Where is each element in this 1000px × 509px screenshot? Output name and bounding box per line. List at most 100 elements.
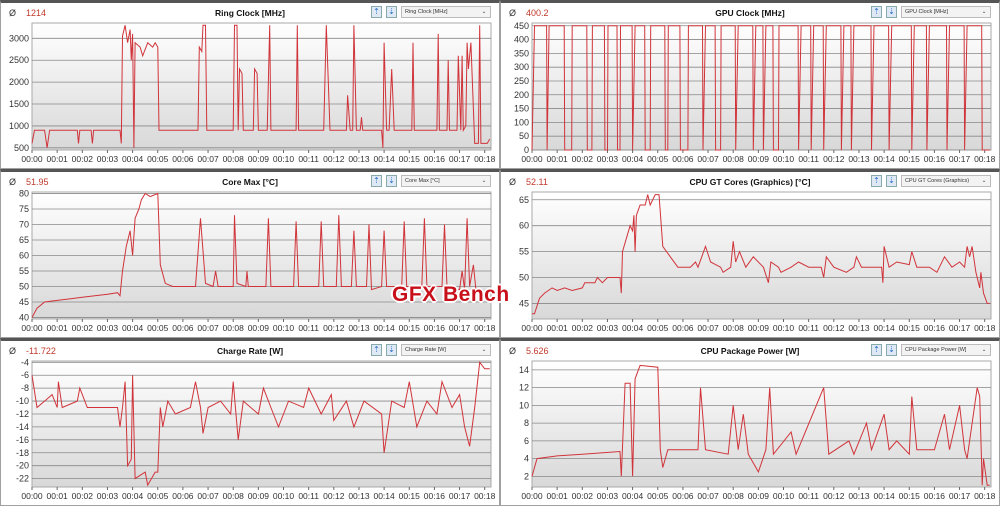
series-line: [531, 25, 990, 151]
move-up-button[interactable]: ⇡: [371, 175, 382, 187]
x-tick-label: 00:11: [798, 323, 819, 333]
sensor-select[interactable]: CPU Package Power [W] ⌄: [901, 344, 991, 356]
x-tick-label: 00:13: [848, 491, 870, 501]
y-tick-label: 60: [519, 221, 529, 231]
average-label: Ø 52.11: [509, 177, 548, 187]
move-down-button[interactable]: ⇣: [386, 175, 397, 187]
y-tick-label: 55: [519, 247, 529, 257]
x-tick-label: 00:05: [647, 323, 669, 333]
x-tick-label: 00:17: [449, 323, 471, 333]
y-tick-label: 1500: [9, 99, 29, 109]
average-label: Ø 1214: [9, 8, 46, 18]
sensor-select[interactable]: Core Max [°C] ⌄: [401, 175, 491, 187]
x-tick-label: 00:00: [521, 491, 543, 501]
x-tick-label: 00:07: [197, 154, 219, 164]
chart-panel: Ø 1214 Ring Clock [MHz] ⇡ ⇣ Ring Clock [M…: [0, 0, 500, 169]
chart-plot: 2 4 6 8 10 12 14 00:00 00:01 00:02 00:03 00:04 00:05…: [519, 360, 996, 501]
x-tick-label: 00:05: [647, 491, 669, 501]
x-tick-label: 00:11: [798, 154, 819, 164]
x-tick-label: 00:04: [622, 491, 644, 501]
sensor-select[interactable]: GPU Clock [MHz] ⌄: [901, 6, 991, 18]
x-tick-label: 00:17: [949, 491, 971, 501]
x-tick-label: 00:15: [399, 323, 421, 333]
y-tick-label: 2500: [9, 55, 29, 65]
y-tick-label: 3000: [9, 33, 29, 43]
x-tick-label: 00:05: [147, 491, 169, 501]
x-tick-label: 00:17: [949, 154, 971, 164]
chevron-down-icon: ⌄: [981, 178, 987, 184]
watermark: GFX Bench: [392, 283, 510, 306]
x-tick-label: 00:09: [748, 154, 770, 164]
x-tick-label: 00:16: [424, 323, 446, 333]
x-tick-label: 00:09: [248, 154, 270, 164]
x-tick-label: 00:12: [823, 154, 845, 164]
average-label: Ø 400.2: [509, 8, 549, 18]
move-up-button[interactable]: ⇡: [871, 6, 882, 18]
average-label: Ø 51.95: [9, 177, 49, 187]
x-tick-label: 00:06: [172, 323, 194, 333]
y-tick-label: -4: [21, 357, 29, 367]
x-tick-label: 00:01: [547, 323, 569, 333]
y-tick-label: 70: [19, 220, 29, 230]
y-tick-label: 2: [524, 471, 529, 481]
x-tick-label: 00:17: [949, 323, 971, 333]
move-up-button[interactable]: ⇡: [871, 175, 882, 187]
y-tick-label: -6: [21, 370, 29, 380]
average-symbol: Ø: [9, 177, 17, 187]
x-tick-label: 00:14: [873, 491, 895, 501]
move-up-button[interactable]: ⇡: [871, 344, 882, 356]
move-down-button[interactable]: ⇣: [386, 344, 397, 356]
chart-title: Core Max [°C]: [222, 177, 278, 187]
x-tick-label: 00:08: [223, 154, 245, 164]
x-tick-label: 00:17: [449, 154, 471, 164]
y-tick-label: 75: [19, 204, 29, 214]
y-tick-label: 65: [19, 235, 29, 245]
series-line: [531, 364, 990, 486]
x-tick-label: 00:02: [72, 323, 94, 333]
x-tick-label: 00:18: [974, 491, 996, 501]
move-down-button[interactable]: ⇣: [886, 344, 897, 356]
chart-title: Charge Rate [W]: [216, 346, 284, 356]
sensor-select[interactable]: Charge Rate [W] ⌄: [401, 344, 491, 356]
move-up-button[interactable]: ⇡: [371, 6, 382, 18]
chart-title: Ring Clock [MHz]: [215, 8, 285, 18]
y-tick-label: 50: [19, 281, 29, 291]
average-value: 5.626: [526, 346, 549, 356]
x-tick-label: 00:13: [848, 154, 870, 164]
x-tick-label: 00:12: [323, 323, 345, 333]
x-tick-label: 00:15: [899, 323, 921, 333]
x-tick-label: 00:00: [21, 154, 43, 164]
y-tick-label: 65: [519, 195, 529, 205]
x-tick-label: 00:14: [373, 491, 395, 501]
x-tick-label: 00:14: [873, 154, 895, 164]
x-tick-label: 00:01: [547, 491, 569, 501]
x-tick-label: 00:07: [697, 154, 719, 164]
x-tick-label: 00:01: [47, 323, 69, 333]
x-tick-label: 00:06: [172, 154, 194, 164]
move-down-button[interactable]: ⇣: [886, 6, 897, 18]
sensor-select[interactable]: Ring Clock [MHz] ⌄: [401, 6, 491, 18]
move-up-button[interactable]: ⇡: [371, 344, 382, 356]
y-tick-label: 500: [14, 143, 29, 153]
move-down-button[interactable]: ⇣: [886, 175, 897, 187]
average-value: 400.2: [526, 8, 549, 18]
x-tick-label: 00:01: [547, 154, 569, 164]
sensor-select-value: GPU Clock [MHz]: [905, 9, 949, 15]
x-tick-label: 00:14: [373, 154, 395, 164]
y-tick-label: 350: [514, 48, 529, 58]
x-tick-label: 00:14: [373, 323, 395, 333]
x-tick-label: 00:02: [572, 323, 594, 333]
average-value: 51.95: [26, 177, 49, 187]
y-tick-label: -12: [16, 409, 29, 419]
y-tick-label: -22: [16, 474, 29, 484]
y-tick-label: 250: [514, 76, 529, 86]
y-tick-label: 80: [19, 189, 29, 199]
sensor-select[interactable]: CPU GT Cores (Graphics) ⌄: [901, 175, 991, 187]
y-tick-label: 14: [519, 365, 529, 375]
x-tick-label: 00:08: [723, 323, 745, 333]
chart-panel: Ø 5.626 CPU Package Power [W] ⇡ ⇣ CPU Pac…: [500, 338, 1000, 506]
x-tick-label: 00:00: [21, 323, 43, 333]
x-tick-label: 00:10: [273, 323, 295, 333]
move-down-button[interactable]: ⇣: [386, 6, 397, 18]
